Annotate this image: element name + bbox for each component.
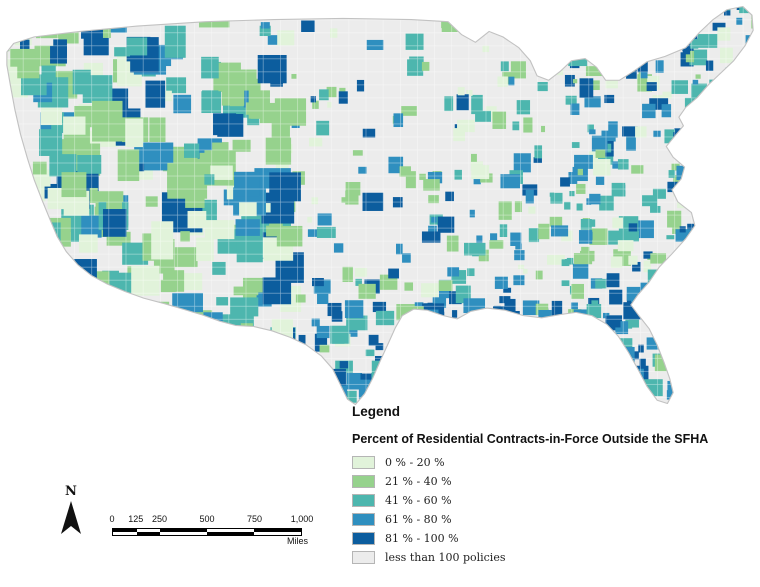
scale-tick-750: 750: [246, 514, 263, 524]
legend-swatch-class5: [352, 531, 375, 545]
legend-label-class2: 21 % - 40 %: [385, 474, 452, 488]
scale-tick-125: 125: [128, 514, 144, 524]
legend-item: 21 % - 40 %: [352, 474, 752, 488]
legend-label-class5: 81 % - 100 %: [385, 531, 459, 545]
scale-bar-ticks: 0 125 250 500 750 1,000: [109, 514, 313, 526]
legend-item: 0 % - 20 %: [352, 455, 752, 469]
scale-tick-500: 500: [199, 514, 215, 524]
north-arrow-icon: [61, 501, 81, 534]
legend-swatch-class2: [352, 474, 375, 488]
choropleth-map: [6, 5, 754, 406]
legend-label-class4: 61 % - 80 %: [385, 512, 452, 526]
scale-bar-bar: [112, 528, 302, 536]
legend-swatch-class1: [352, 455, 375, 469]
us-outline: [6, 5, 754, 406]
legend-label-class3: 41 % - 60 %: [385, 493, 452, 507]
legend-items: 0 % - 20 % 21 % - 40 % 41 % - 60 % 61 % …: [352, 455, 752, 564]
county-grid: [6, 6, 754, 405]
scale-bar: 0 125 250 500 750 1,000 Miles: [109, 514, 313, 546]
legend-swatch-nodata: [352, 550, 375, 564]
legend-title: Legend: [352, 404, 401, 419]
legend-swatch-class4: [352, 512, 375, 526]
legend-label-nodata: less than 100 policies: [385, 550, 506, 564]
legend-item: 41 % - 60 %: [352, 493, 752, 507]
legend-swatch-class3: [352, 493, 375, 507]
scale-tick-250: 250: [151, 514, 168, 524]
scale-tick-1000: 1,000: [290, 514, 314, 524]
legend-label-class1: 0 % - 20 %: [385, 455, 445, 469]
north-arrow-label: N: [65, 484, 77, 499]
map-area: [6, 5, 754, 406]
scale-tick-0: 0: [109, 514, 115, 524]
legend: Legend Percent of Residential Contracts-…: [352, 404, 752, 564]
north-arrow: N: [56, 484, 86, 541]
legend-item: 61 % - 80 %: [352, 512, 752, 526]
scale-bar-unit: Miles: [286, 536, 308, 546]
legend-subtitle: Percent of Residential Contracts-in-Forc…: [352, 432, 709, 446]
legend-item: 81 % - 100 %: [352, 531, 752, 545]
legend-item: less than 100 policies: [352, 550, 752, 564]
